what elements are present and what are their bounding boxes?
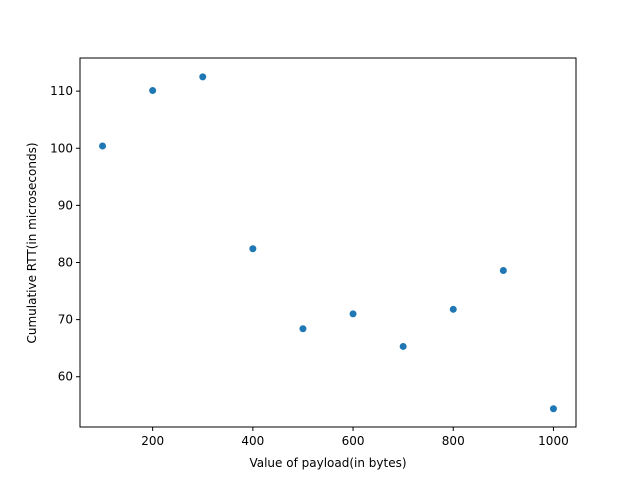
axes-frame: [79, 57, 577, 428]
y-tick-label: 80: [58, 255, 73, 269]
y-tick-label: 100: [50, 141, 73, 155]
data-point: [249, 245, 257, 253]
data-point: [199, 73, 207, 81]
plot-area: [79, 57, 577, 428]
y-tick-label: 70: [58, 313, 73, 327]
data-point: [549, 405, 557, 413]
x-axis-ticks: 200 400 600 800 1000: [141, 427, 569, 448]
data-point: [149, 87, 157, 95]
data-point: [399, 342, 407, 350]
y-axis-ticks: 60 70 80 90 100 110: [50, 84, 80, 384]
y-tick-label: 60: [58, 370, 73, 384]
y-tick-label: 110: [50, 84, 73, 98]
data-point: [299, 325, 307, 333]
data-point: [99, 142, 107, 150]
x-tick-label: 800: [442, 434, 465, 448]
x-tick-label: 600: [342, 434, 365, 448]
data-point: [449, 305, 457, 313]
y-axis-label: Cumulative RTT(in microseconds): [25, 142, 39, 343]
data-point: [349, 310, 357, 318]
x-tick-label: 400: [241, 434, 264, 448]
x-axis-label: Value of payload(in bytes): [249, 456, 406, 470]
x-tick-label: 1000: [538, 434, 569, 448]
y-tick-label: 90: [58, 198, 73, 212]
x-tick-label: 200: [141, 434, 164, 448]
data-point: [499, 266, 507, 274]
data-points: [99, 73, 557, 413]
